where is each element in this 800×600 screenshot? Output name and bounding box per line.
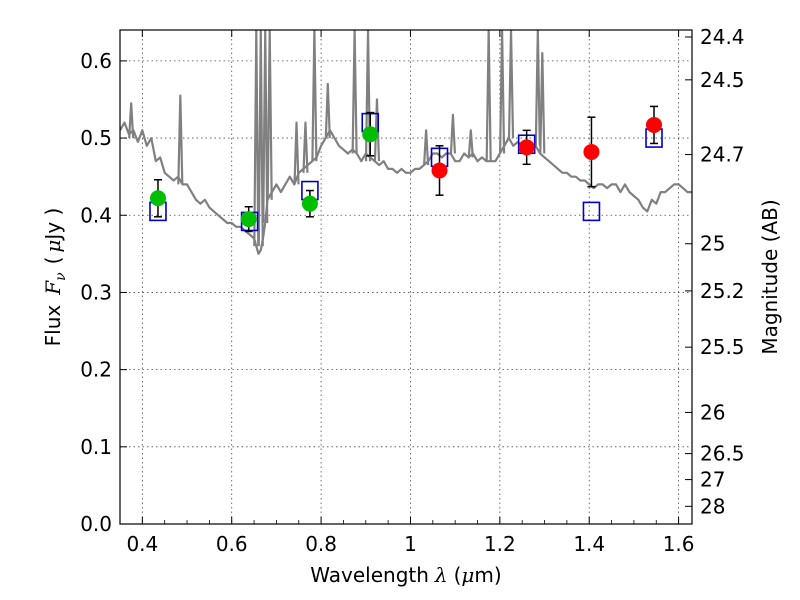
emission-line-spike [257,30,264,247]
axis-ticks: 0.4 0.6 0.8 1 1.2 1.4 1.6 0.0 0.1 0.2 0.3 0.4 0.5 0.6… [80,25,744,556]
grid-lines [120,30,692,525]
y-tick-label: 0.0 [80,512,112,536]
y-axis-unit-rest: Jy ) [41,208,65,242]
emission-line-spike [253,30,260,247]
y2-axis-title: Magnitude (AB) [758,199,782,354]
y-tick-label: 0.4 [80,203,112,227]
y-axis-symbol: F [41,280,65,296]
y2-tick-label: 28 [700,494,725,518]
x-tick-label: 0.4 [126,532,158,556]
y-axis-unit-mu: μ [41,240,65,253]
x-axis-title: Wavelength λ (μm) [310,563,501,587]
x-axis-unit-open: ( [454,563,462,587]
spectrum-line [120,121,692,255]
axes-frame [119,29,693,525]
x-tick-label: 1 [404,532,417,556]
emission-line-spike [449,113,457,154]
x-tick-label: 1.2 [484,532,516,556]
y-tick-label: 0.2 [80,358,112,382]
emission-line-spike [467,129,474,158]
emission-line-spike [373,98,381,162]
photometry-point [646,116,663,133]
emission-line-spike [262,30,269,223]
y2-tick-label: 26.5 [700,442,745,466]
y2-tick-label: 24.4 [700,25,745,49]
photometry-point [518,139,535,156]
photometry-point [149,190,166,207]
plot-area [120,30,692,255]
model-square-marker [582,201,601,222]
emission-line-spike [324,82,331,139]
y-tick-label: 0.5 [80,126,112,150]
y2-tick-label: 27 [700,468,725,492]
emission-line-spike [311,30,318,162]
photometry-point [240,211,257,228]
emission-line-spike [351,30,358,154]
x-tick-label: 0.6 [216,532,248,556]
emission-line-spike [498,30,506,154]
emission-line-spike [128,102,135,139]
emission-line-spike [302,121,309,173]
y2-tick-label: 25.2 [700,279,745,303]
y2-tick-label: 25 [700,232,725,256]
x-tick-label: 1.6 [663,532,695,556]
photometry-point [583,143,600,160]
y2-tick-label: 26 [700,400,725,424]
x-axis-title-text: Wavelength [310,563,429,587]
photometry-point [301,195,318,212]
x-axis-unit-rest: m) [474,563,501,587]
photometry-point [431,162,448,179]
y-axis-unit-open: ( [41,257,65,265]
y-tick-label: 0.3 [80,280,112,304]
emission-line-spike [485,30,492,162]
emission-line-spike [364,30,372,162]
photometry-point [362,126,379,143]
y2-tick-label: 24.7 [700,143,745,167]
y2-tick-label: 25.5 [700,335,745,359]
emission-line-spike [423,129,430,166]
y-tick-label: 0.6 [80,49,112,73]
emission-line-spike [266,30,273,200]
y-axis-symbol-sub: ν [53,272,69,281]
y-tick-label: 0.1 [80,435,112,459]
x-tick-label: 0.8 [305,532,337,556]
emission-line-spike [177,94,184,185]
y-axis-title: Flux Fν ( μJy ) [41,208,69,347]
emission-line-spike [293,121,300,185]
emission-line-spike [534,30,541,146]
emission-line-spike [539,52,546,154]
y2-tick-label: 24.5 [700,68,745,92]
x-axis-unit-mu: μ [461,563,474,587]
x-axis-symbol: λ [434,563,448,587]
y-axis-title-text: Flux [41,305,65,347]
emission-line-spike [507,30,515,139]
x-tick-label: 1.4 [573,532,605,556]
